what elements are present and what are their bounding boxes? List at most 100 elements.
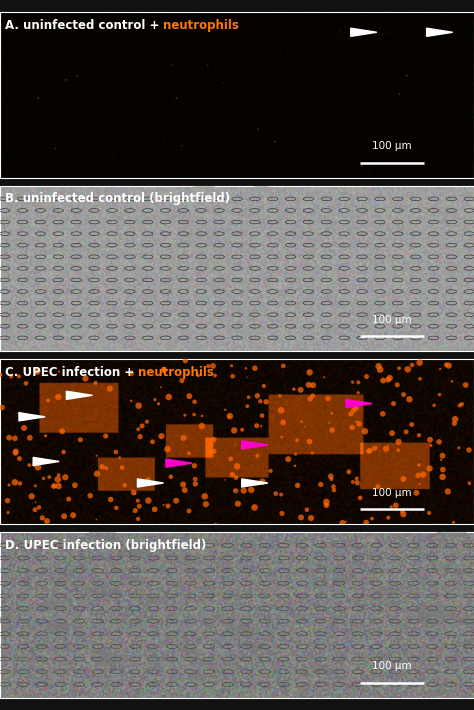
Point [34, 366, 41, 377]
Point [444, 486, 452, 497]
Point [350, 405, 357, 416]
Point [416, 479, 423, 490]
Ellipse shape [90, 529, 115, 538]
Text: A. uninfected control +: A. uninfected control + [5, 19, 163, 32]
Point [173, 92, 181, 104]
Point [278, 508, 286, 519]
Point [328, 425, 336, 436]
Ellipse shape [48, 625, 60, 628]
Ellipse shape [197, 258, 212, 263]
Point [158, 430, 165, 442]
Point [55, 469, 63, 481]
Point [327, 471, 335, 482]
Point [135, 400, 142, 411]
Point [219, 77, 227, 89]
Point [243, 371, 251, 383]
Point [60, 510, 68, 522]
Point [191, 479, 199, 490]
Point [234, 498, 242, 510]
Point [439, 471, 447, 483]
Point [11, 476, 18, 488]
Point [388, 427, 396, 439]
Point [263, 396, 270, 408]
Point [60, 447, 67, 458]
Point [232, 439, 239, 450]
Point [439, 450, 447, 462]
Point [404, 364, 411, 375]
Point [435, 436, 443, 447]
Point [276, 390, 283, 401]
Point [313, 163, 321, 174]
Point [128, 368, 135, 379]
Point [349, 476, 356, 488]
Point [93, 450, 100, 462]
Point [35, 92, 42, 104]
Point [93, 468, 100, 479]
Point [376, 364, 384, 376]
Point [465, 478, 473, 489]
Point [366, 445, 374, 457]
Point [271, 136, 279, 148]
Point [149, 436, 156, 447]
Point [403, 70, 410, 81]
Ellipse shape [451, 641, 474, 647]
Text: C. UPEC infection +: C. UPEC infection + [5, 366, 138, 378]
Point [225, 411, 233, 422]
Ellipse shape [51, 624, 70, 633]
Point [86, 490, 94, 501]
Point [69, 510, 77, 521]
Point [210, 446, 218, 457]
Point [165, 391, 173, 403]
Point [438, 454, 445, 466]
Point [251, 363, 259, 374]
Point [62, 471, 69, 483]
Point [160, 364, 167, 375]
Point [415, 430, 423, 441]
Point [260, 381, 268, 392]
Ellipse shape [417, 605, 447, 615]
Point [22, 378, 30, 389]
Point [34, 462, 42, 473]
Point [451, 417, 458, 429]
Ellipse shape [146, 597, 168, 604]
Point [320, 371, 328, 383]
Point [382, 443, 390, 454]
Ellipse shape [43, 545, 67, 548]
Point [392, 500, 400, 511]
Point [245, 391, 252, 403]
Point [226, 410, 234, 422]
Point [211, 370, 219, 381]
Point [305, 379, 312, 391]
Point [306, 436, 313, 447]
Point [38, 513, 46, 525]
Ellipse shape [253, 186, 269, 190]
Ellipse shape [447, 314, 459, 318]
Polygon shape [166, 459, 192, 467]
Point [408, 419, 416, 430]
Point [26, 459, 33, 471]
Point [221, 474, 229, 486]
Point [230, 425, 238, 436]
Point [182, 355, 189, 366]
Point [0, 369, 4, 381]
Point [307, 513, 315, 524]
Point [244, 400, 251, 412]
Point [426, 463, 434, 474]
Point [8, 371, 15, 382]
Ellipse shape [46, 320, 66, 326]
Ellipse shape [242, 338, 263, 342]
Ellipse shape [439, 610, 456, 616]
Point [258, 410, 266, 421]
Ellipse shape [102, 279, 120, 285]
Ellipse shape [192, 187, 215, 188]
Point [437, 364, 444, 375]
Point [205, 361, 212, 372]
Polygon shape [66, 391, 92, 400]
Ellipse shape [61, 641, 68, 652]
Point [121, 480, 128, 491]
Ellipse shape [177, 231, 203, 237]
Point [185, 391, 193, 402]
Point [40, 473, 47, 484]
Point [131, 488, 139, 499]
Point [384, 374, 392, 386]
